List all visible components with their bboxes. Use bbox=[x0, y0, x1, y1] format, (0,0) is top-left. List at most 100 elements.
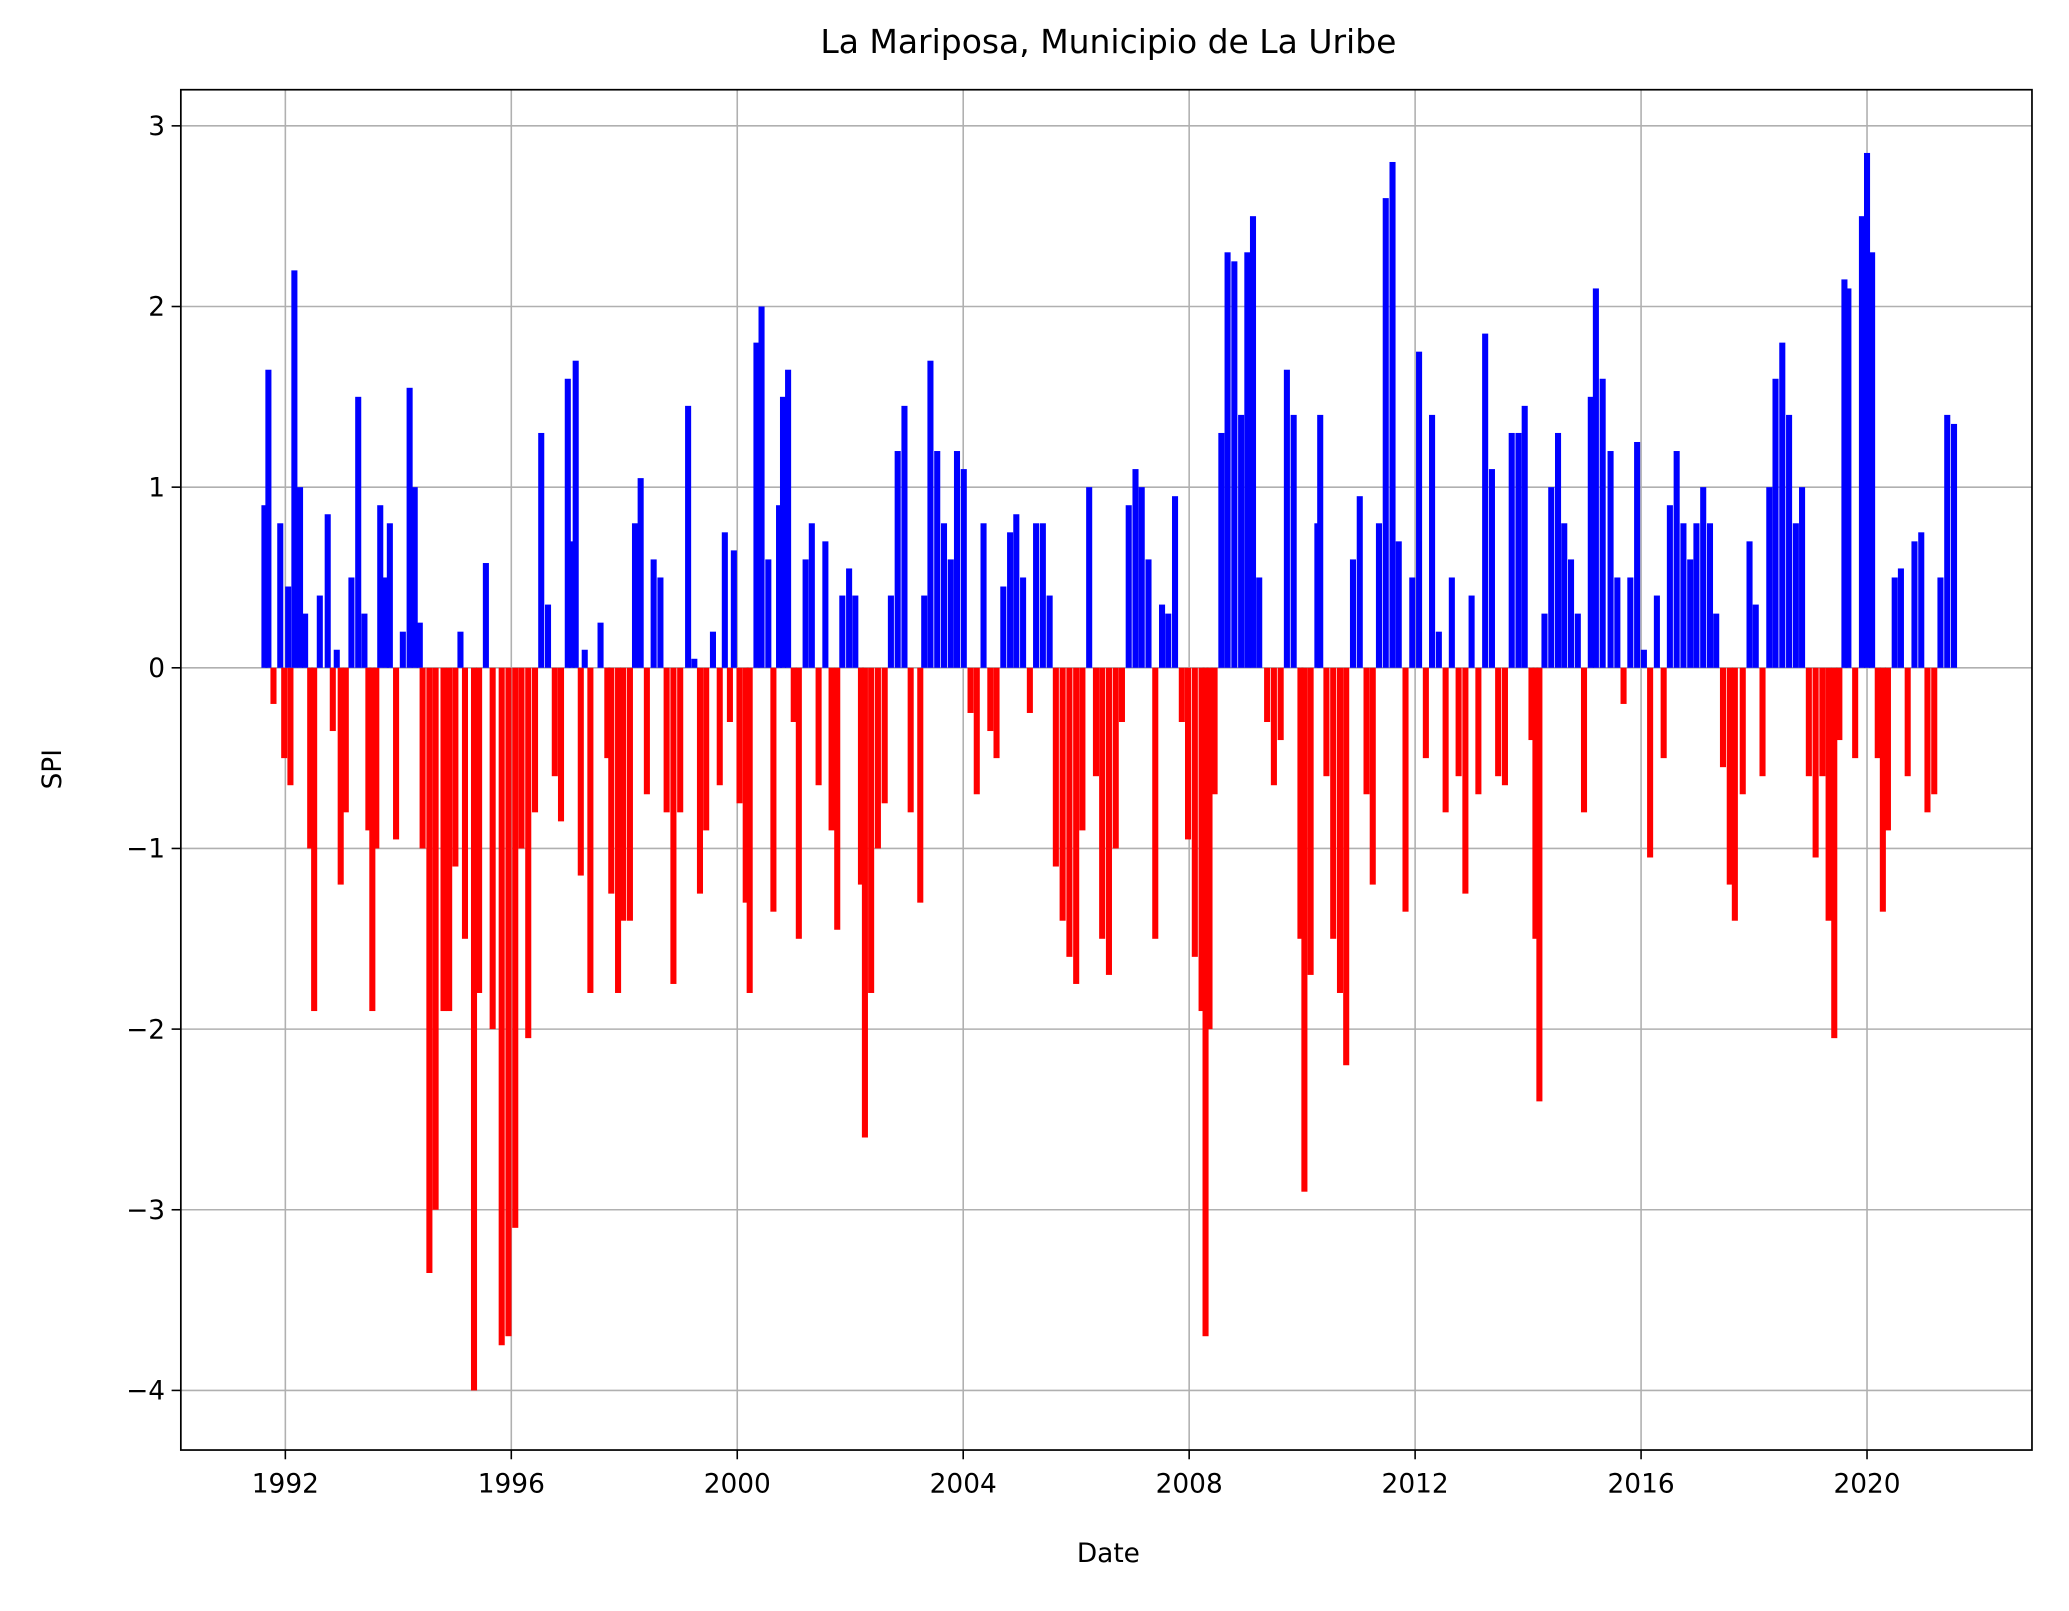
bar bbox=[544, 604, 552, 668]
bar bbox=[1256, 577, 1263, 668]
bar bbox=[329, 667, 336, 732]
bar bbox=[291, 270, 298, 668]
x-tick-label: 2004 bbox=[930, 1469, 997, 1499]
bar bbox=[568, 541, 575, 668]
bar bbox=[426, 667, 433, 1273]
bar bbox=[967, 667, 974, 713]
bar bbox=[1422, 667, 1429, 759]
bar bbox=[852, 595, 859, 668]
x-tick-label: 2016 bbox=[1608, 1469, 1675, 1499]
bar bbox=[1059, 667, 1066, 921]
bar bbox=[1165, 613, 1172, 668]
bar bbox=[1046, 595, 1053, 668]
bar bbox=[802, 559, 809, 668]
bar bbox=[1587, 396, 1594, 668]
bar bbox=[307, 667, 314, 849]
bar bbox=[721, 532, 728, 668]
bar bbox=[1052, 667, 1059, 867]
bar bbox=[476, 667, 483, 993]
bar bbox=[365, 667, 372, 831]
bar bbox=[1944, 414, 1951, 668]
bar bbox=[927, 360, 934, 668]
bar bbox=[1687, 559, 1694, 668]
bar bbox=[1323, 667, 1330, 777]
bar bbox=[505, 667, 512, 1337]
bar bbox=[1532, 667, 1539, 939]
bar bbox=[1330, 667, 1337, 939]
bar bbox=[626, 667, 633, 921]
bar bbox=[1713, 613, 1720, 668]
bar bbox=[1066, 667, 1073, 957]
bar bbox=[608, 667, 615, 894]
bar bbox=[1283, 369, 1290, 668]
bar bbox=[577, 667, 584, 876]
bar bbox=[1244, 252, 1251, 668]
bar bbox=[1495, 667, 1502, 777]
bar bbox=[1389, 161, 1396, 668]
bar bbox=[1343, 667, 1350, 1066]
bar bbox=[1369, 667, 1376, 885]
bar bbox=[1112, 667, 1119, 849]
bar bbox=[1528, 667, 1535, 741]
bar bbox=[1634, 441, 1641, 668]
bar bbox=[1218, 432, 1225, 668]
bar bbox=[736, 667, 743, 804]
bar bbox=[1759, 667, 1766, 777]
bar bbox=[411, 487, 418, 668]
bar bbox=[1238, 414, 1245, 668]
bar bbox=[868, 667, 875, 993]
bar bbox=[1184, 667, 1192, 840]
bar bbox=[482, 563, 489, 668]
bar bbox=[808, 523, 815, 668]
bar bbox=[1739, 667, 1746, 795]
bar bbox=[887, 595, 894, 668]
bar bbox=[663, 667, 670, 813]
bar bbox=[1515, 432, 1522, 668]
bar bbox=[1039, 523, 1046, 668]
bar bbox=[742, 667, 749, 903]
bar bbox=[1620, 667, 1627, 704]
bar bbox=[1277, 667, 1284, 741]
bar bbox=[1845, 288, 1852, 668]
bar bbox=[265, 369, 272, 668]
bar bbox=[1138, 487, 1145, 668]
bar bbox=[953, 451, 961, 668]
bar bbox=[1858, 216, 1865, 668]
bar bbox=[489, 667, 496, 1030]
bars bbox=[261, 152, 1958, 1391]
bar bbox=[1869, 252, 1876, 668]
bar bbox=[795, 667, 802, 939]
x-axis-label: Date bbox=[1077, 1539, 1140, 1569]
bar bbox=[670, 667, 677, 984]
bar bbox=[270, 667, 277, 704]
bar bbox=[1249, 216, 1257, 668]
bar bbox=[348, 577, 355, 668]
bar bbox=[631, 523, 639, 668]
bar bbox=[1841, 279, 1848, 668]
y-axis-label: SPI bbox=[38, 749, 68, 789]
x-tick-label: 2020 bbox=[1833, 1469, 1900, 1499]
bar bbox=[815, 667, 822, 786]
bar bbox=[779, 396, 787, 668]
bar bbox=[1640, 649, 1647, 668]
bar bbox=[785, 369, 792, 668]
bar bbox=[1719, 667, 1727, 768]
bar bbox=[261, 505, 268, 668]
bar bbox=[416, 622, 423, 668]
bar bbox=[716, 667, 723, 786]
bar bbox=[1673, 451, 1680, 668]
bar bbox=[1911, 541, 1918, 668]
bar bbox=[1653, 595, 1660, 668]
bar bbox=[1772, 378, 1779, 668]
bar bbox=[1786, 414, 1793, 668]
x-tick-label: 2008 bbox=[1156, 1469, 1223, 1499]
bar bbox=[881, 667, 888, 804]
bar bbox=[1317, 414, 1324, 668]
bar bbox=[1231, 261, 1238, 668]
bar bbox=[1779, 342, 1786, 668]
bar bbox=[901, 405, 908, 668]
bar bbox=[790, 667, 797, 723]
bar bbox=[1301, 667, 1308, 1192]
bar bbox=[1799, 487, 1806, 668]
